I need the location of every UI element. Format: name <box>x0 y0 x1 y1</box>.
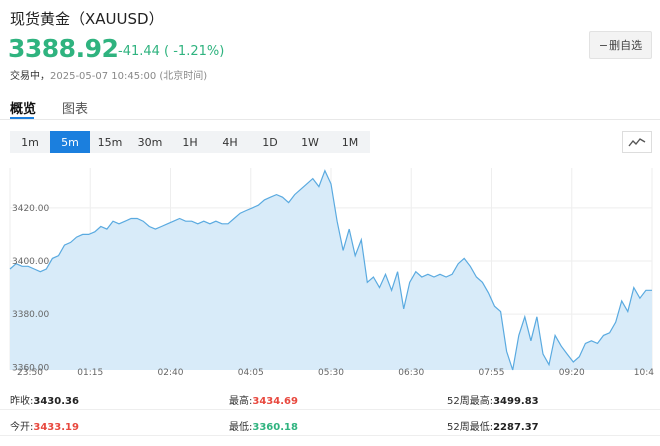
stat-prev-close: 昨收:3430.36 <box>10 392 79 407</box>
x-axis-label: 06:30 <box>398 368 424 378</box>
stats-row: 昨收:3430.36 最高:3434.69 52周最高:3499.83 <box>0 386 660 410</box>
period-selector: 1m 5m 15m 30m 1H 4H 1D 1W 1M <box>10 131 370 153</box>
price-area <box>10 170 652 370</box>
price-line <box>9 169 652 371</box>
y-axis-label: 3400.00 <box>12 257 49 267</box>
period-1m[interactable]: 1m <box>21 135 39 149</box>
x-axis-label: 23:50 <box>17 368 43 378</box>
stat-52w-high: 52周最高:3499.83 <box>447 392 539 407</box>
stat-low: 最低:3360.18 <box>229 418 298 433</box>
stat-value: 2287.37 <box>493 422 539 433</box>
stat-52w-low: 52周最低:2287.37 <box>447 418 539 433</box>
stat-label: 52周最高: <box>447 396 494 407</box>
x-axis-label: 04:05 <box>238 368 264 378</box>
stat-value: 3499.83 <box>493 396 539 407</box>
stat-value: 3433.19 <box>33 422 79 433</box>
remove-watchlist-label: 删自选 <box>609 39 643 52</box>
x-axis-label: 05:30 <box>318 368 344 378</box>
period-4h[interactable]: 4H <box>222 135 238 149</box>
stat-open: 今开:3433.19 <box>10 418 79 433</box>
stat-value: 3430.36 <box>33 396 79 407</box>
tab-chart[interactable]: 图表 <box>62 102 89 117</box>
period-5m[interactable]: 5m <box>50 131 90 153</box>
tab-bar: 概览 图表 <box>0 96 660 120</box>
x-axis-label: 10:4 <box>634 368 654 378</box>
page-title: 现货黄金（XAUUSD） <box>10 10 164 28</box>
stat-high: 最高:3434.69 <box>229 392 298 407</box>
status-time: 2025-05-07 10:45:00 (北京时间) <box>50 71 208 82</box>
period-1h[interactable]: 1H <box>182 135 198 149</box>
x-axis-label: 01:15 <box>77 368 103 378</box>
tab-overview[interactable]: 概览 <box>10 102 37 117</box>
status-label: 交易中， <box>10 71 50 82</box>
stat-label: 52周最低: <box>447 422 494 433</box>
current-price: 3388.92 <box>8 34 119 63</box>
period-30m[interactable]: 30m <box>137 135 163 149</box>
y-axis-label: 3380.00 <box>12 310 49 320</box>
stat-label: 最低: <box>229 422 253 433</box>
remove-watchlist-button[interactable]: − 删自选 <box>589 31 652 59</box>
x-axis-label: 07:55 <box>479 368 505 378</box>
price-change: -41.44 ( -1.21%) <box>118 44 225 59</box>
stat-label: 最高: <box>229 396 253 407</box>
stats-row: 今开:3433.19 最低:3360.18 52周最低:2287.37 <box>0 412 660 436</box>
period-1mo[interactable]: 1M <box>341 135 359 149</box>
stat-label: 今开: <box>10 422 34 433</box>
active-tab-indicator <box>10 117 34 119</box>
y-axis-label: 3420.00 <box>12 204 49 214</box>
period-15m[interactable]: 15m <box>97 135 123 149</box>
x-axis-label: 02:40 <box>158 368 184 378</box>
stat-value: 3434.69 <box>252 396 298 407</box>
period-1d[interactable]: 1D <box>262 135 278 149</box>
x-axis-label: 09:20 <box>559 368 585 378</box>
minus-icon: − <box>598 38 609 52</box>
y-axis-label: 3360.00 <box>12 363 49 373</box>
period-1w[interactable]: 1W <box>301 135 319 149</box>
stat-label: 昨收: <box>10 396 34 407</box>
stat-value: 3360.18 <box>252 422 298 433</box>
trading-status: 交易中，2025-05-07 10:45:00 (北京时间) <box>10 67 207 82</box>
line-chart-icon <box>628 138 646 147</box>
chart-type-toggle[interactable] <box>622 131 652 153</box>
